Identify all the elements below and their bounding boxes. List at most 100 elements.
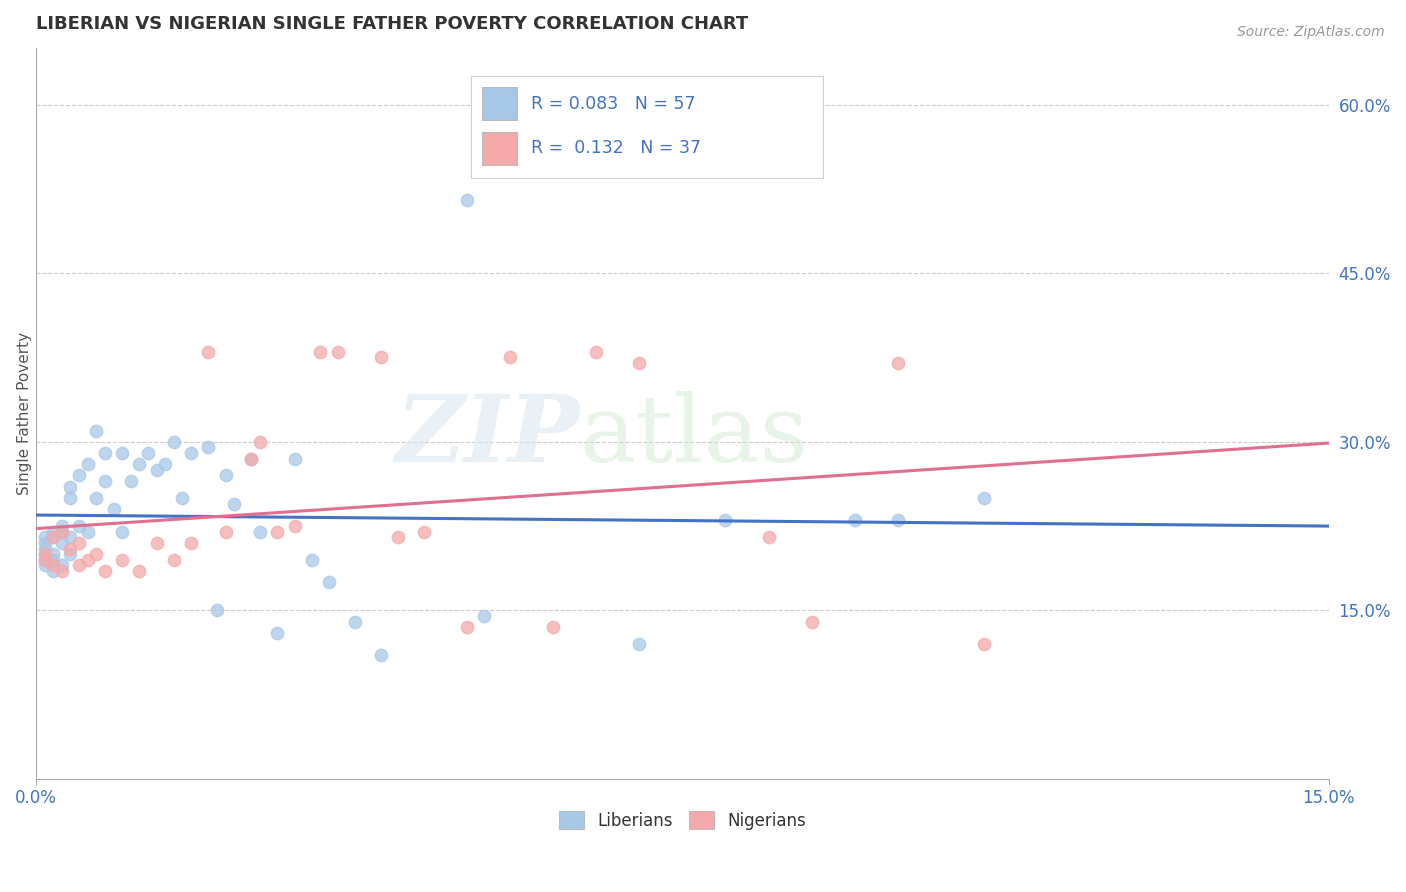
Point	[34, 553, 56, 567]
Point	[197, 441, 219, 455]
Point	[145, 463, 167, 477]
Point	[42, 530, 65, 544]
Point	[266, 524, 288, 539]
Point	[973, 491, 995, 505]
Point	[844, 513, 866, 527]
Point	[42, 553, 65, 567]
Point	[128, 564, 150, 578]
Point	[34, 536, 56, 550]
Point	[76, 553, 98, 567]
Point	[326, 344, 349, 359]
Point	[111, 524, 134, 539]
Point	[51, 524, 73, 539]
Point	[266, 625, 288, 640]
Point	[163, 434, 186, 449]
Point	[51, 524, 73, 539]
Point	[309, 344, 332, 359]
Point	[34, 547, 56, 561]
Point	[412, 524, 434, 539]
Text: LIBERIAN VS NIGERIAN SINGLE FATHER POVERTY CORRELATION CHART: LIBERIAN VS NIGERIAN SINGLE FATHER POVER…	[37, 15, 748, 33]
Point	[585, 344, 607, 359]
Point	[180, 536, 202, 550]
Point	[103, 502, 125, 516]
Point	[59, 541, 82, 556]
Point	[240, 451, 263, 466]
Point	[84, 424, 107, 438]
Point	[541, 620, 564, 634]
Point	[42, 524, 65, 539]
Point	[76, 524, 98, 539]
Point	[67, 536, 90, 550]
Point	[42, 530, 65, 544]
Point	[145, 536, 167, 550]
Point	[84, 547, 107, 561]
Text: R =  0.132   N = 37: R = 0.132 N = 37	[531, 138, 700, 157]
Point	[214, 468, 236, 483]
Point	[67, 519, 90, 533]
Text: R = 0.083   N = 57: R = 0.083 N = 57	[531, 95, 695, 112]
Point	[283, 451, 305, 466]
Point	[59, 491, 82, 505]
Point	[318, 575, 340, 590]
Text: atlas: atlas	[579, 391, 808, 481]
Point	[94, 474, 117, 488]
Point	[370, 648, 392, 663]
Point	[387, 530, 409, 544]
Point	[34, 530, 56, 544]
Point	[887, 356, 910, 370]
Point	[34, 558, 56, 573]
Point	[301, 553, 323, 567]
Point	[205, 603, 228, 617]
Point	[973, 637, 995, 651]
FancyBboxPatch shape	[482, 87, 517, 120]
Point	[42, 564, 65, 578]
Point	[42, 547, 65, 561]
Point	[94, 564, 117, 578]
Point	[155, 457, 177, 471]
Point	[120, 474, 142, 488]
Point	[163, 553, 186, 567]
Point	[249, 524, 271, 539]
Point	[59, 547, 82, 561]
Point	[628, 356, 651, 370]
Point	[214, 524, 236, 539]
Point	[42, 558, 65, 573]
Point	[128, 457, 150, 471]
Point	[472, 609, 495, 624]
Point	[456, 620, 478, 634]
Point	[499, 351, 522, 365]
Point	[51, 519, 73, 533]
Point	[249, 434, 271, 449]
Point	[197, 344, 219, 359]
Text: ZIP: ZIP	[395, 391, 579, 481]
Point	[283, 519, 305, 533]
Point	[800, 615, 823, 629]
Point	[180, 446, 202, 460]
Point	[456, 193, 478, 207]
Point	[51, 564, 73, 578]
Point	[887, 513, 910, 527]
Point	[51, 536, 73, 550]
Point	[67, 468, 90, 483]
Point	[67, 558, 90, 573]
Point	[240, 451, 263, 466]
Point	[714, 513, 737, 527]
Point	[370, 351, 392, 365]
Point	[172, 491, 194, 505]
Point	[628, 637, 651, 651]
Text: Source: ZipAtlas.com: Source: ZipAtlas.com	[1237, 25, 1385, 39]
Point	[34, 553, 56, 567]
Legend: Liberians, Nigerians: Liberians, Nigerians	[553, 805, 813, 837]
Point	[59, 480, 82, 494]
FancyBboxPatch shape	[482, 132, 517, 165]
Point	[136, 446, 159, 460]
Point	[224, 497, 246, 511]
Point	[34, 541, 56, 556]
Point	[34, 547, 56, 561]
Point	[758, 530, 780, 544]
Point	[111, 553, 134, 567]
Point	[51, 558, 73, 573]
Point	[94, 446, 117, 460]
Point	[343, 615, 366, 629]
Point	[76, 457, 98, 471]
